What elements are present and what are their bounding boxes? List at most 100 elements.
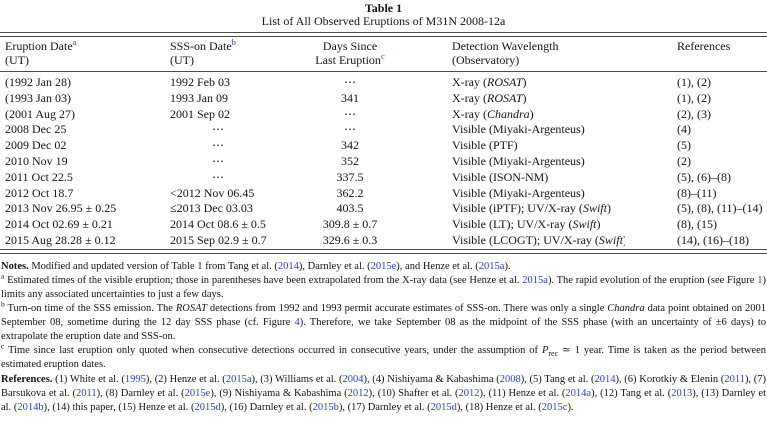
citation-link[interactable]: 2015a	[522, 274, 548, 286]
text-segment: ) limits any associated uncertainties to…	[1, 274, 766, 300]
footnote-b: b Turn-on time of the SSS emission. The …	[1, 300, 767, 344]
text-segment: Visible (LCOGT); UV/X-ray (	[452, 232, 599, 247]
footnote-link-a[interactable]: a	[72, 37, 77, 47]
citation-link[interactable]: 2014b	[17, 401, 44, 413]
text-segment: ), (17) Darnley et al. (	[338, 401, 431, 413]
citation-link[interactable]: 2013	[671, 387, 693, 399]
text-segment: X-ray (	[452, 75, 487, 89]
cell-sss-on-date: 1993 Jan 09	[170, 90, 228, 105]
citation-link[interactable]: 2015e	[370, 260, 397, 272]
cell-eruption-date: 2008 Dec 25	[5, 122, 67, 137]
notes-paragraph: Notes. Modified and updated version of T…	[1, 260, 766, 274]
cell-eruption-date: 2009 Dec 02	[5, 138, 67, 153]
cell-references: (8), (15)	[677, 217, 717, 232]
citation-link[interactable]: 2014a	[565, 387, 592, 399]
text-segment: ), (6) Korotkiy & Elenin (	[615, 373, 725, 385]
header-sss-on-date-label: SSS-on Date	[170, 39, 232, 53]
text-segment: data point obtained on 2001 September 08…	[1, 303, 766, 329]
text-segment: ), Darnley et al. (	[298, 260, 371, 272]
text-segment: ). The rapid evolution of the eruption (…	[547, 274, 758, 286]
text-segment: Swift	[582, 201, 607, 216]
text-segment: Swift	[572, 217, 597, 232]
text-segment: ). Therefore, we take September 08 as th…	[1, 317, 767, 343]
notes-section: Notes. Modified and updated version of T…	[0, 260, 767, 415]
cell-eruption-date: 2013 Nov 26.95 ± 0.25	[5, 201, 117, 216]
citation-link[interactable]: 2011	[75, 387, 97, 399]
citation-link[interactable]: 2015d	[430, 401, 457, 413]
footnote-link-b[interactable]: b	[231, 37, 236, 47]
citation-link[interactable]: 2014	[277, 260, 299, 272]
citation-link[interactable]: 2015d	[194, 401, 221, 413]
text-segment: Visible (Miyaki-Argenteus)	[452, 122, 585, 137]
text-segment: ), (13) Darnley et al. (	[1, 387, 766, 413]
table-row: (1992 Jan 28) 1992 Feb 03 ⋯ X-ray (ROSAT) (1…	[0, 72, 767, 91]
cell-wavelength: Visible (ISON-NM)	[400, 170, 625, 186]
cell-wavelength: X-ray (Chandra)	[400, 107, 625, 123]
citation-link[interactable]: 2015c	[541, 401, 568, 413]
citation-link[interactable]: 2015a	[478, 260, 505, 272]
header-eruption-date: Eruption Datea (UT)	[0, 37, 170, 72]
text-segment: ).	[504, 260, 511, 272]
cell-sss-on-date: ⋯	[212, 169, 224, 184]
cell-references: (5), (8), (11)–(14)	[677, 201, 763, 216]
text-segment: ), (9) Nishiyama & Kabashima (	[210, 387, 348, 399]
citation-link[interactable]: 2012	[458, 387, 480, 399]
header-days-since-line2: Last Eruption	[315, 52, 381, 67]
citation-link[interactable]: 2015a	[225, 373, 252, 385]
citation-link[interactable]: 2011	[724, 373, 745, 385]
text-segment: Visible (PTF)	[452, 138, 518, 153]
cell-days-since: ⋯	[344, 106, 356, 121]
cell-references: (8)–(11)	[677, 185, 717, 200]
text-segment: )	[522, 75, 527, 89]
cell-references: (1), (2)	[677, 90, 711, 105]
footnote-a: a Estimated times of the visible eruptio…	[1, 272, 766, 302]
text-segment: X-ray (	[452, 90, 487, 105]
table-row: 2009 Dec 02 ⋯ 342 Visible (PTF) (5)	[0, 138, 767, 154]
cell-days-since: 309.8 ± 0.7	[322, 217, 378, 232]
cell-wavelength: Visible (Miyaki-Argenteus)	[400, 122, 625, 138]
header-sss-on-date-unit: (UT)	[170, 52, 194, 67]
table-row: 2010 Nov 19 ⋯ 352 Visible (Miyaki-Argenteus…	[0, 154, 767, 170]
footnote-link-c[interactable]: c	[380, 50, 385, 61]
table-row: (2001 Aug 27) 2001 Sep 02 ⋯ X-ray (Chandra)…	[0, 107, 767, 123]
text-segment: Visible (Miyaki-Argenteus)	[452, 153, 585, 168]
citation-link[interactable]: 2012	[347, 387, 369, 399]
header-observatory-label: (Observatory)	[452, 52, 520, 67]
text-segment: )	[623, 233, 625, 247]
eruptions-table: Eruption Datea (UT) SSS-on Dateb (UT) Da…	[0, 37, 767, 249]
text-segment: ROSAT	[175, 303, 207, 315]
cell-sss-on-date: 1992 Feb 03	[170, 75, 230, 89]
header-eruption-date-unit: (UT)	[5, 52, 29, 67]
text-segment: Time since last eruption only quoted whe…	[4, 345, 542, 357]
cell-days-since: 341	[341, 90, 359, 105]
cell-references: (2)	[677, 153, 691, 168]
text-segment: References.	[1, 373, 53, 385]
text-segment: Visible (LT); UV/X-ray (	[452, 217, 573, 232]
references-paragraph: References. (1) White et al. (1995), (2)…	[1, 373, 766, 415]
table-row: 2014 Oct 02.69 ± 0.21 2014 Oct 08.6 ± 0.5…	[0, 217, 767, 233]
header-eruption-date-label: Eruption Date	[5, 39, 73, 53]
cell-references: (5)	[677, 138, 691, 153]
text-segment: )	[596, 217, 601, 232]
cell-sss-on-date: 2001 Sep 02	[170, 106, 230, 121]
cell-sss-on-date: ⋯	[212, 153, 224, 168]
cell-wavelength: Visible (iPTF); UV/X-ray (Swift)	[400, 201, 625, 217]
citation-link[interactable]: 2014	[594, 373, 616, 385]
citation-link[interactable]: 1995	[124, 373, 146, 385]
text-segment: Visible (iPTF); UV/X-ray (	[452, 201, 583, 216]
text-segment: Turn-on time of the SSS emission. The	[4, 303, 176, 315]
cell-wavelength: Visible (LCOGT); UV/X-ray (Swift)	[400, 233, 625, 249]
citation-link[interactable]: 2004	[342, 373, 364, 385]
text-segment: P	[541, 345, 549, 357]
citation-link[interactable]: 2008	[499, 373, 521, 385]
text-segment: ROSAT	[486, 75, 523, 89]
citation-link[interactable]: 4	[294, 317, 300, 329]
table-row: 2008 Dec 25 ⋯ ⋯ Visible (Miyaki-Argenteus) (…	[0, 122, 767, 138]
cell-wavelength: Visible (LT); UV/X-ray (Swift)	[400, 217, 625, 233]
table-body: (1992 Jan 28) 1992 Feb 03 ⋯ X-ray (ROSAT) (1…	[0, 72, 767, 249]
citation-link[interactable]: 1	[757, 274, 763, 286]
cell-references: (1), (2)	[677, 75, 711, 89]
citation-link[interactable]: 2015e	[184, 387, 211, 399]
citation-link[interactable]: 2015b	[312, 401, 339, 413]
cell-references: (5), (6)–(8)	[677, 169, 731, 184]
